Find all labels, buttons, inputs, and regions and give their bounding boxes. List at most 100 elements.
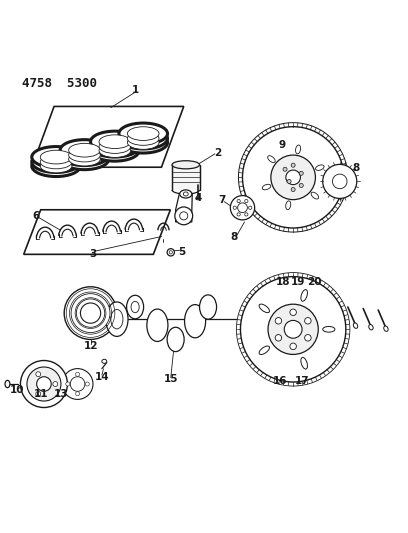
Circle shape (284, 320, 302, 338)
Circle shape (75, 392, 80, 396)
Text: 3: 3 (89, 248, 96, 259)
Circle shape (175, 207, 193, 225)
Circle shape (75, 372, 80, 376)
Ellipse shape (102, 359, 107, 364)
Circle shape (80, 303, 101, 323)
Text: 14: 14 (95, 372, 109, 382)
Circle shape (238, 123, 348, 232)
Ellipse shape (106, 302, 128, 336)
Text: 11: 11 (34, 389, 49, 399)
Text: 5: 5 (178, 247, 185, 257)
Ellipse shape (311, 192, 319, 199)
Circle shape (233, 206, 236, 209)
Circle shape (245, 213, 248, 216)
Ellipse shape (184, 304, 206, 338)
Ellipse shape (40, 155, 72, 169)
Text: 9: 9 (278, 140, 285, 150)
Polygon shape (127, 307, 142, 319)
Circle shape (299, 171, 303, 175)
Ellipse shape (60, 140, 109, 161)
Text: 6: 6 (32, 211, 40, 221)
Text: 4758  5300: 4758 5300 (22, 77, 97, 91)
Ellipse shape (183, 192, 188, 196)
Ellipse shape (69, 143, 100, 157)
Ellipse shape (32, 156, 80, 176)
Circle shape (36, 391, 41, 396)
Ellipse shape (69, 152, 100, 166)
Circle shape (271, 155, 315, 200)
Ellipse shape (91, 131, 139, 152)
Circle shape (287, 180, 291, 183)
Circle shape (167, 249, 174, 256)
Circle shape (62, 369, 93, 399)
Ellipse shape (126, 295, 144, 319)
Ellipse shape (259, 346, 270, 354)
Text: 8: 8 (353, 164, 359, 173)
Circle shape (323, 164, 357, 198)
Circle shape (237, 199, 240, 203)
Circle shape (286, 170, 300, 184)
Circle shape (268, 304, 318, 354)
Polygon shape (32, 107, 184, 167)
Ellipse shape (127, 132, 159, 146)
Ellipse shape (262, 184, 271, 190)
Ellipse shape (91, 140, 139, 161)
Circle shape (236, 272, 350, 386)
Circle shape (53, 382, 58, 386)
Text: 20: 20 (307, 277, 322, 287)
Circle shape (291, 163, 295, 167)
Text: 16: 16 (273, 376, 287, 386)
Text: 4: 4 (194, 192, 202, 203)
Ellipse shape (259, 304, 270, 312)
Text: 17: 17 (295, 376, 309, 386)
Text: 8: 8 (231, 232, 238, 243)
Circle shape (237, 203, 247, 213)
Ellipse shape (180, 190, 192, 198)
Circle shape (66, 382, 70, 386)
Ellipse shape (40, 150, 72, 164)
Ellipse shape (295, 145, 301, 154)
Ellipse shape (384, 326, 388, 332)
Ellipse shape (99, 144, 131, 157)
Circle shape (290, 343, 296, 350)
Circle shape (36, 372, 41, 377)
Circle shape (291, 188, 295, 191)
Ellipse shape (60, 149, 109, 169)
Circle shape (71, 294, 110, 333)
Text: 10: 10 (9, 385, 24, 395)
Ellipse shape (301, 289, 308, 301)
Ellipse shape (323, 327, 335, 332)
Ellipse shape (99, 135, 131, 149)
Circle shape (242, 127, 344, 228)
Circle shape (237, 213, 240, 216)
Ellipse shape (127, 127, 159, 140)
Text: 18: 18 (276, 277, 290, 287)
Ellipse shape (69, 148, 100, 162)
Circle shape (275, 335, 282, 341)
Circle shape (85, 382, 89, 386)
Circle shape (27, 367, 61, 401)
Circle shape (248, 206, 252, 209)
Ellipse shape (99, 140, 131, 154)
Circle shape (231, 196, 255, 220)
Ellipse shape (301, 358, 308, 369)
Text: 2: 2 (215, 148, 222, 158)
Ellipse shape (167, 327, 184, 352)
Ellipse shape (91, 136, 139, 157)
Circle shape (333, 174, 347, 189)
Ellipse shape (119, 128, 168, 149)
Text: 15: 15 (164, 374, 178, 384)
Ellipse shape (119, 123, 168, 144)
Ellipse shape (32, 151, 80, 173)
Bar (172, 165, 200, 190)
Ellipse shape (5, 381, 10, 387)
Circle shape (299, 183, 303, 188)
Ellipse shape (200, 295, 217, 319)
Ellipse shape (286, 201, 291, 209)
Circle shape (290, 309, 296, 316)
Circle shape (180, 212, 188, 220)
Circle shape (64, 287, 117, 340)
Ellipse shape (369, 325, 373, 330)
Text: 19: 19 (291, 277, 305, 287)
Ellipse shape (111, 310, 123, 329)
